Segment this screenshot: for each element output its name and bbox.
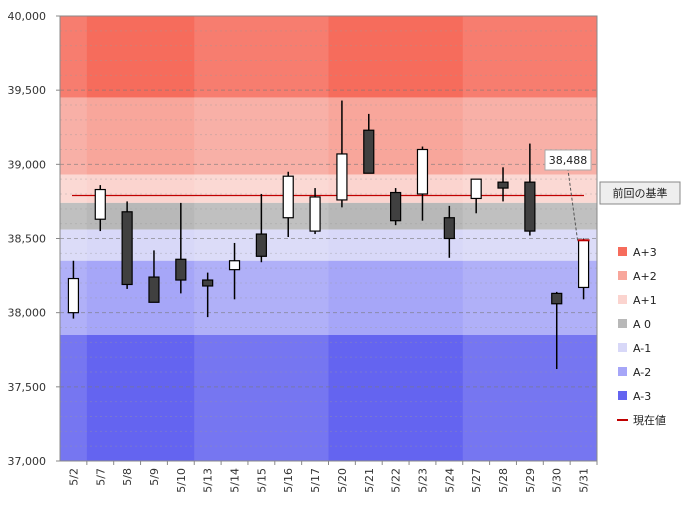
x-tick-label: 5/15	[255, 468, 268, 493]
legend-label: A 0	[633, 318, 651, 331]
y-tick-label: 39,000	[8, 158, 47, 171]
candle-body	[94, 188, 106, 220]
candle-body	[363, 129, 375, 174]
callouts: 前回の基準 38,488	[544, 149, 681, 242]
candle-body	[175, 258, 187, 281]
x-tick-label: 5/17	[309, 468, 322, 493]
candle-body	[497, 181, 509, 189]
x-tick-label: 5/28	[497, 468, 510, 493]
y-tick-label: 37,500	[8, 381, 47, 394]
legend-label: A+1	[633, 294, 657, 307]
zone-band-3	[60, 202, 597, 230]
candles	[67, 100, 590, 370]
x-tick-label: 5/2	[67, 468, 80, 486]
x-tick-label: 5/13	[202, 468, 215, 493]
legend-swatch-3	[618, 319, 627, 328]
x-tick-label: 5/9	[148, 468, 161, 486]
axes: 37,000 37,500 38,000 38,500 39,000 39,500 40,0…	[8, 10, 598, 493]
candle-body	[470, 178, 482, 200]
candle-body	[390, 191, 402, 222]
x-tick-label: 5/16	[282, 468, 295, 493]
candle-body	[282, 175, 294, 219]
candle-body	[443, 217, 455, 240]
grid-lines	[60, 30, 597, 447]
x-tick-label: 5/31	[578, 468, 591, 493]
candle-body	[202, 279, 214, 287]
legend-label: A-1	[633, 342, 651, 355]
legend-swatch-1	[618, 271, 627, 280]
zone-band-1	[60, 97, 597, 175]
x-tick-label: 5/21	[363, 468, 376, 493]
zone-band-6	[60, 334, 597, 461]
x-tick-label: 5/7	[94, 468, 107, 486]
candle-body	[524, 181, 536, 232]
zone-band-4	[60, 229, 597, 261]
candle-body	[577, 239, 590, 289]
candle-body	[228, 260, 241, 271]
x-tick-label: 5/14	[229, 468, 242, 493]
zone-band-0	[60, 16, 597, 98]
x-tick-label: 5/22	[390, 468, 403, 493]
candle-body	[416, 148, 429, 195]
legend-label: 現在値	[633, 414, 666, 427]
y-tick-label: 37,000	[8, 455, 47, 468]
candle-body	[309, 196, 321, 232]
x-tick-label: 5/23	[416, 468, 429, 493]
legend: A+3 A+2 A+1 A 0 A-1 A-2 A-3 現在値	[617, 246, 666, 427]
candle-body	[336, 153, 348, 201]
candle-body	[67, 277, 80, 314]
legend-label: A-3	[633, 390, 651, 403]
x-tick-label: 5/27	[470, 468, 483, 493]
y-tick-label: 38,000	[8, 307, 47, 320]
legend-label: A+2	[633, 270, 657, 283]
legend-swatch-2	[618, 295, 627, 304]
candle-body	[148, 276, 160, 303]
legend-label: A-2	[633, 366, 651, 379]
legend-swatch-6	[618, 391, 627, 400]
current-value-box	[544, 149, 592, 171]
legend-swatch-4	[618, 343, 627, 352]
reference-label: 前回の基準	[613, 186, 668, 200]
x-tick-label: 5/29	[524, 468, 537, 493]
y-tick-label: 40,000	[8, 10, 47, 23]
y-tick-label: 38,500	[8, 233, 47, 246]
candle-body	[255, 233, 267, 257]
candle-body	[121, 211, 133, 286]
zone-bands	[60, 16, 597, 461]
x-tick-label: 5/24	[443, 468, 456, 493]
zone-band-2	[60, 174, 597, 203]
legend-swatch-0	[618, 247, 627, 256]
x-tick-label: 5/30	[551, 468, 564, 493]
x-tick-label: 5/20	[336, 468, 349, 493]
current-value-label: 38,488	[549, 154, 588, 167]
x-tick-label: 5/8	[121, 468, 134, 486]
candle-body	[551, 292, 563, 305]
current-value-leader	[567, 169, 579, 241]
legend-swatch-5	[618, 367, 627, 376]
legend-label: A+3	[633, 246, 657, 259]
x-tick-label: 5/10	[175, 468, 188, 493]
reference-label-box	[599, 181, 681, 205]
y-tick-label: 39,500	[8, 84, 47, 97]
